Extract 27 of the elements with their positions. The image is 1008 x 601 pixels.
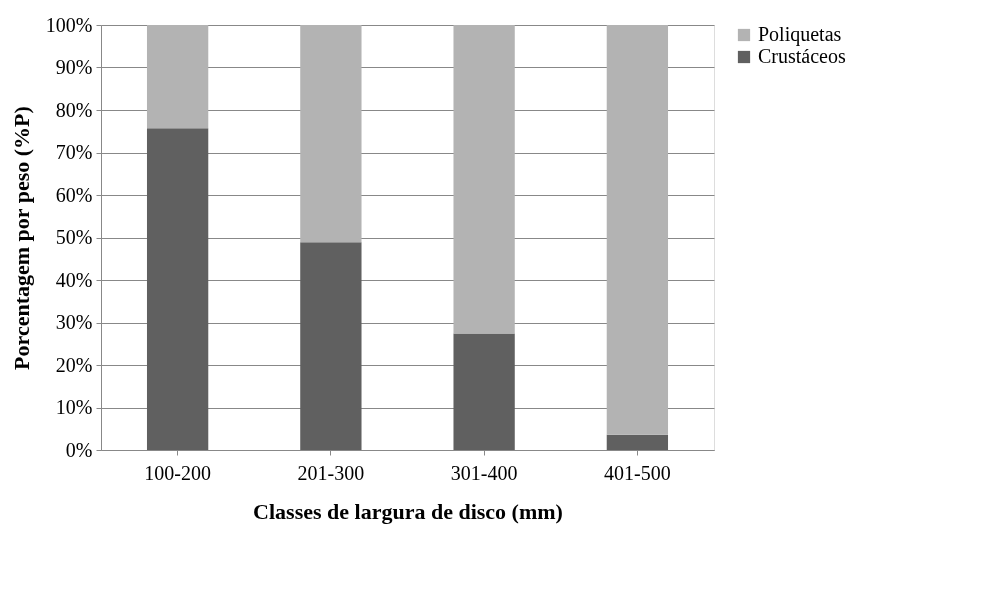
bar [606,434,669,450]
x-tick-label: 100-200 [144,461,211,484]
y-tick-label: 40% [55,268,93,291]
y-axis-title: Porcentagem por peso (%P) [8,106,34,370]
y-tick-label: 20% [55,353,93,376]
bar [300,25,362,243]
x-axis-title: Classes de largura de disco (mm) [253,498,563,524]
y-tick-label: 60% [55,183,93,206]
bar [146,128,209,450]
bar [146,25,209,129]
y-tick-label: 10% [55,396,93,418]
y-tick-label: 70% [55,141,93,163]
x-tick-label: 401-500 [604,461,671,484]
y-tick-label: 0% [65,438,93,461]
legend-label: Poliquetas [758,23,842,46]
y-tick-label: 30% [55,311,93,333]
legend-label: Crustáceos [758,45,846,67]
y-tick-label: 80% [55,98,93,121]
y-tick-label: 50% [55,226,93,248]
y-tick-label: 100% [45,13,93,36]
x-tick-label: 301-400 [450,461,518,484]
bar [606,25,669,435]
y-tick-label: 90% [55,56,93,78]
bar [300,242,362,450]
bar [453,25,515,334]
bar [453,333,515,450]
x-tick-label: 201-300 [297,461,365,484]
